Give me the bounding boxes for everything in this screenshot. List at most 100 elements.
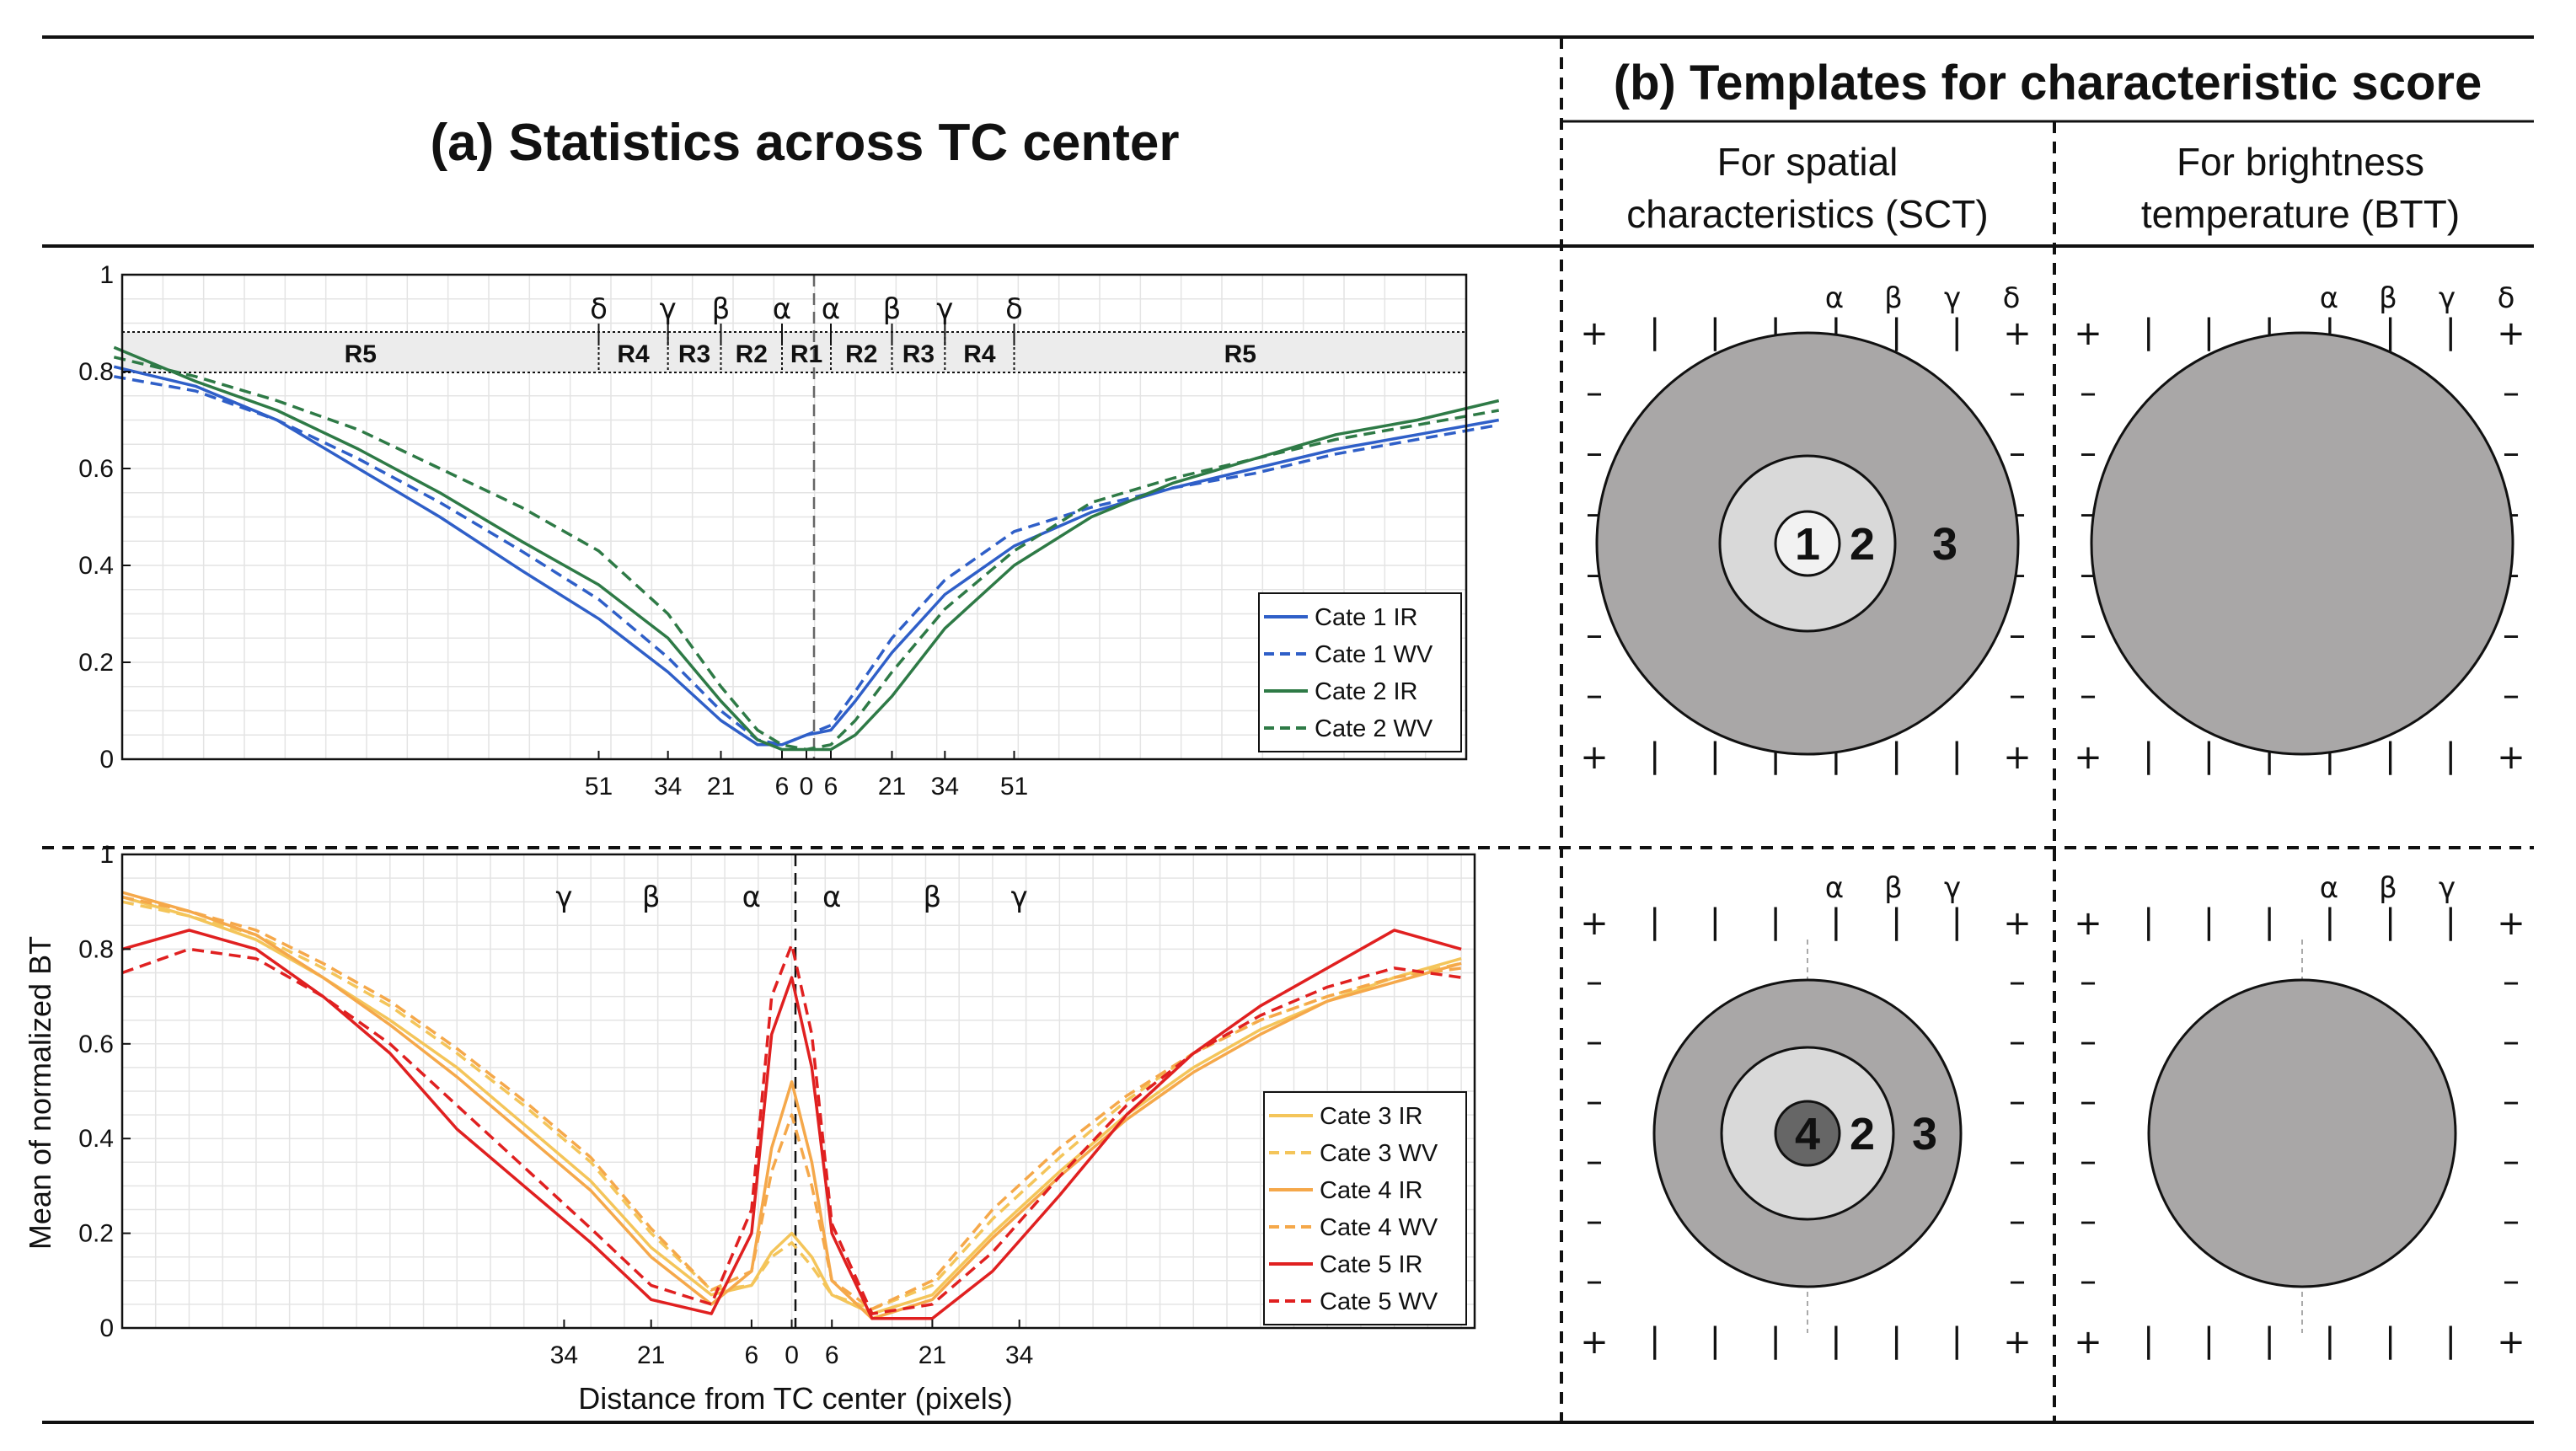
greek-marker-4: α bbox=[773, 292, 791, 326]
template-greek-3: γ bbox=[1944, 281, 1961, 315]
chart-top-axes-box bbox=[120, 273, 1468, 761]
greek-marker-8: δ bbox=[1005, 292, 1023, 326]
chart-bottom-y-ticks: 0 0.2 0.4 0.6 0.8 1 bbox=[78, 841, 131, 1342]
sct-bottom-label-2: 2 bbox=[1850, 1109, 1875, 1159]
greek-marker-6: β bbox=[883, 292, 902, 326]
bar-mark: | bbox=[2263, 1321, 2274, 1360]
greek-marker-1: γ bbox=[555, 881, 572, 914]
bar-mark: | bbox=[2143, 1321, 2154, 1360]
plus-mark: + bbox=[2003, 1323, 2032, 1362]
y-tick-label: 1 bbox=[99, 841, 114, 869]
minus-mark: – bbox=[2009, 1022, 2026, 1061]
minus-mark: – bbox=[2009, 1261, 2026, 1300]
template-greek-1: α bbox=[1825, 281, 1844, 315]
minus-mark: – bbox=[2503, 434, 2520, 473]
x-tick-label: 34 bbox=[1005, 1341, 1033, 1369]
region-label-3: R3 bbox=[678, 340, 710, 368]
template-greek-3: γ bbox=[2439, 871, 2456, 905]
template-greek-2: β bbox=[1884, 871, 1903, 905]
btt-bottom-circle bbox=[2147, 978, 2457, 1288]
minus-mark: – bbox=[2503, 1261, 2520, 1300]
series-line-6 bbox=[121, 943, 1462, 1315]
y-tick-label: 0.2 bbox=[78, 1220, 114, 1248]
series-line-2 bbox=[113, 375, 1500, 747]
bar-mark: | bbox=[2385, 902, 2396, 941]
greek-marker-5: α bbox=[822, 292, 840, 326]
bar-mark: | bbox=[2263, 902, 2274, 941]
minus-mark: – bbox=[2009, 962, 2026, 1001]
legend-label-1: Cate 1 IR bbox=[1315, 604, 1418, 631]
bar-mark: | bbox=[1710, 736, 1721, 775]
bar-mark: | bbox=[1952, 1321, 1963, 1360]
plus-mark: + bbox=[2003, 314, 2032, 353]
sct-bottom-label-4: 4 bbox=[1795, 1109, 1820, 1159]
legend-label-2: Cate 3 WV bbox=[1320, 1140, 1438, 1167]
minus-mark: – bbox=[2009, 373, 2026, 412]
region-label-6: R2 bbox=[845, 340, 877, 368]
template-sct-bottom: + + + + | | | | | | | | | | | | – – – – – – – – – – – – α β γ 4 2 3 bbox=[1580, 871, 2032, 1362]
greek-marker-1: δ bbox=[590, 292, 608, 326]
legend-label-3: Cate 4 IR bbox=[1320, 1177, 1423, 1204]
chart-bottom-y-axis-label: Mean of normalized BT bbox=[23, 936, 57, 1250]
bar-mark: | bbox=[1891, 313, 1902, 351]
template-greek-4: δ bbox=[2003, 281, 2021, 315]
bar-mark: | bbox=[1830, 1321, 1841, 1360]
bar-mark: | bbox=[1952, 902, 1963, 941]
bar-mark: | bbox=[1649, 902, 1660, 941]
minus-mark: – bbox=[2009, 1202, 2026, 1240]
y-tick-label: 0 bbox=[99, 746, 114, 774]
bar-mark: | bbox=[2324, 1321, 2335, 1360]
bar-mark: | bbox=[2204, 736, 2215, 775]
sct-header-line1: For spatial bbox=[1717, 140, 1899, 184]
sct-header-line2: characteristics (SCT) bbox=[1626, 192, 1988, 236]
bar-mark: | bbox=[2445, 736, 2456, 775]
region-label-2: R4 bbox=[617, 340, 650, 368]
plus-mark: + bbox=[1580, 314, 1609, 353]
legend-label-4: Cate 2 WV bbox=[1315, 715, 1433, 742]
bar-mark: | bbox=[1710, 313, 1721, 351]
plus-mark: + bbox=[2074, 904, 2102, 943]
chart-top-y-ticks: 0 0.2 0.4 0.6 0.8 1 bbox=[78, 261, 131, 774]
x-tick-label: 0 bbox=[785, 1341, 799, 1369]
minus-mark: – bbox=[2080, 615, 2097, 654]
x-tick-label: 6 bbox=[824, 773, 838, 800]
x-tick-label: 51 bbox=[1000, 773, 1028, 800]
bar-mark: | bbox=[2204, 1321, 2215, 1360]
legend-label-1: Cate 3 IR bbox=[1320, 1103, 1423, 1130]
frame-lines bbox=[42, 35, 2534, 1424]
sct-top-label-1: 1 bbox=[1795, 519, 1820, 570]
greek-marker-5: β bbox=[924, 881, 942, 914]
bar-mark: | bbox=[1891, 736, 1902, 775]
bar-mark: | bbox=[1770, 1321, 1781, 1360]
minus-mark: – bbox=[1586, 1082, 1603, 1121]
plus-mark: + bbox=[2497, 904, 2525, 943]
legend-label-5: Cate 5 IR bbox=[1320, 1251, 1423, 1278]
template-sct-bottom-ticks: + + + + | | | | | | | | | | | | – – – – – – – – – – – – α β γ bbox=[1580, 871, 2032, 1362]
bar-mark: | bbox=[1952, 313, 1963, 351]
btt-header-line1: For brightness bbox=[2177, 140, 2424, 184]
chart-top-region-labels: R5 R4 R3 R2 R1 R2 R3 R4 R5 bbox=[345, 332, 1256, 372]
legend-label-3: Cate 2 IR bbox=[1315, 678, 1418, 705]
legend-label-4: Cate 4 WV bbox=[1320, 1214, 1438, 1241]
minus-mark: – bbox=[2009, 1142, 2026, 1181]
legend-box bbox=[1263, 1091, 1467, 1325]
bar-mark: | bbox=[1710, 1321, 1721, 1360]
minus-mark: – bbox=[2080, 1022, 2097, 1061]
btt-top-circle bbox=[2090, 331, 2514, 756]
x-tick-label: 21 bbox=[637, 1341, 665, 1369]
minus-mark: – bbox=[2009, 434, 2026, 473]
chart-top-legend: Cate 1 IR Cate 1 WV Cate 2 IR Cate 2 WV bbox=[1258, 592, 1462, 752]
x-tick-label: 21 bbox=[918, 1341, 946, 1369]
minus-mark: – bbox=[1586, 1202, 1603, 1240]
plus-mark: + bbox=[1580, 904, 1609, 943]
minus-mark: – bbox=[1586, 676, 1603, 715]
minus-mark: – bbox=[2080, 1082, 2097, 1121]
x-tick-label: 34 bbox=[550, 1341, 578, 1369]
plus-mark: + bbox=[2497, 314, 2525, 353]
minus-mark: – bbox=[2009, 615, 2026, 654]
series-line-3 bbox=[121, 891, 1462, 1320]
plus-mark: + bbox=[1580, 1323, 1609, 1362]
